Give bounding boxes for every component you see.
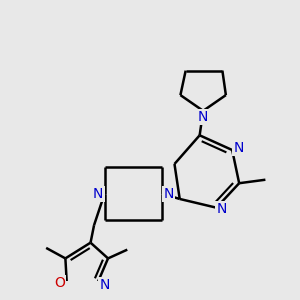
Text: N: N xyxy=(233,141,244,155)
Text: N: N xyxy=(198,110,208,124)
Text: N: N xyxy=(93,187,104,201)
Text: N: N xyxy=(217,202,227,216)
Text: O: O xyxy=(54,276,65,290)
Text: N: N xyxy=(163,187,174,201)
Text: N: N xyxy=(99,278,110,292)
